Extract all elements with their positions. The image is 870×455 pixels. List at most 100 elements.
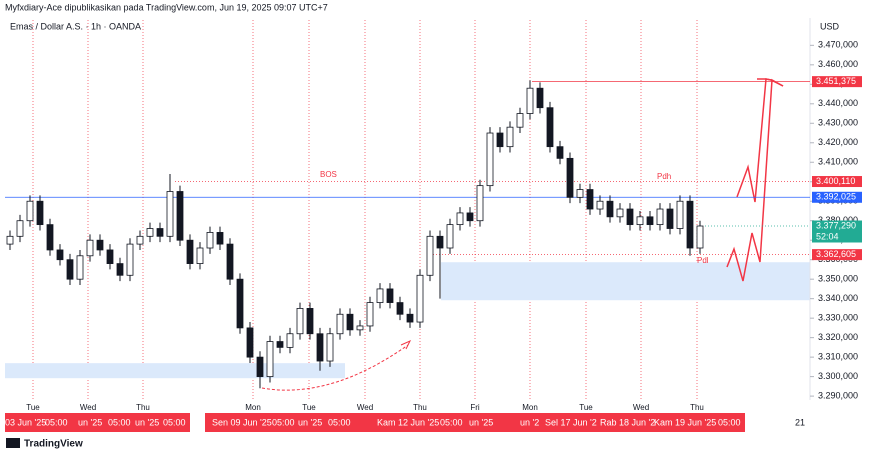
- date-label: Sen 09 Jun '25: [212, 417, 272, 427]
- candle-body: [146, 228, 154, 237]
- candle-body: [386, 288, 394, 303]
- candle-body: [686, 200, 694, 249]
- y-tick-label: 3.440,000: [818, 98, 858, 108]
- date-label: Rab 18 Jun '2: [600, 417, 655, 427]
- candle-body: [356, 325, 364, 331]
- candle-body: [576, 189, 584, 198]
- candle-body: [186, 239, 194, 264]
- candle-body: [346, 313, 354, 331]
- candle-body: [536, 87, 544, 109]
- candle-body: [26, 200, 34, 222]
- candle-body: [516, 113, 524, 128]
- candle-body: [66, 259, 74, 280]
- candle-body: [136, 235, 144, 245]
- date-label: un '25: [469, 417, 493, 427]
- candle-body: [466, 212, 474, 222]
- price-label-box: [812, 249, 862, 261]
- candle-body: [316, 333, 324, 362]
- date-label: 05:00: [328, 417, 351, 427]
- price-label-box: [812, 191, 862, 203]
- x-tick-label: Mon: [522, 403, 538, 412]
- candle-body: [596, 200, 604, 210]
- date-range-box: [205, 413, 745, 432]
- zone: [441, 262, 810, 301]
- annotation: Pdl: [697, 256, 709, 265]
- price-label: 3.392,025: [816, 192, 856, 202]
- candle-body: [476, 185, 484, 222]
- candle-body: [16, 220, 24, 237]
- x-tick-label: Wed: [633, 403, 649, 412]
- y-tick-label: 3.330,000: [818, 313, 858, 323]
- date-label: 21: [795, 417, 805, 427]
- candle-body: [126, 243, 134, 276]
- x-tick-label: Thu: [690, 403, 704, 412]
- candle-body: [96, 239, 104, 251]
- candle-body: [206, 232, 214, 249]
- date-label: 05:00: [108, 417, 131, 427]
- projection-path: [726, 78, 784, 282]
- candle-body: [486, 132, 494, 187]
- y-tick-label: 3.420,000: [818, 137, 858, 147]
- x-tick-label: Thu: [413, 403, 427, 412]
- candle-body: [656, 208, 664, 226]
- y-tick-label: 3.380,000: [818, 215, 858, 225]
- candle-body: [296, 308, 304, 335]
- candle-body: [176, 191, 184, 241]
- y-tick-label: 3.460,000: [818, 59, 858, 69]
- candle-body: [666, 208, 674, 229]
- date-label: un '25: [78, 417, 102, 427]
- zone: [5, 363, 345, 379]
- price-label-box: [812, 176, 862, 188]
- y-tick-label: 3.350,000: [818, 274, 858, 284]
- header: Myfxdiary-Ace dipublikasikan pada Tradin…: [5, 2, 328, 12]
- y-tick-label: 3.340,000: [818, 293, 858, 303]
- candle-body: [286, 333, 294, 348]
- candle-body: [56, 249, 64, 261]
- candle-body: [586, 189, 594, 210]
- price-label: 3.362,605: [816, 249, 856, 259]
- candle-body: [396, 302, 404, 315]
- candle-body: [526, 87, 534, 114]
- date-label: Kam 12 Jun '25: [377, 417, 439, 427]
- price-label: 3.451,375: [816, 76, 856, 86]
- y-tick-label: 3.410,000: [818, 157, 858, 167]
- candle-body: [106, 249, 114, 264]
- date-label: Sel 17 Jun '2: [545, 417, 597, 427]
- date-label: 05:00: [45, 417, 68, 427]
- x-tick-label: Tue: [302, 403, 316, 412]
- date-label: Kam 19 Jun '25: [654, 417, 716, 427]
- candle-body: [336, 313, 344, 335]
- price-label-box: [812, 76, 862, 88]
- candle-body: [426, 235, 434, 276]
- candle-body: [46, 224, 54, 251]
- y-tick-label: 3.300,000: [818, 371, 858, 381]
- date-label: 03 Jun '25: [5, 417, 46, 427]
- date-label: un '25: [298, 417, 322, 427]
- projection-curve: [261, 344, 409, 391]
- y-tick-label: 3.430,000: [818, 118, 858, 128]
- y-tick-label: 3.470,000: [818, 40, 858, 50]
- candle-body: [246, 327, 254, 358]
- candle-body: [6, 235, 14, 245]
- date-label: un '2: [520, 417, 539, 427]
- countdown: 52:04: [816, 231, 839, 241]
- candle-body: [606, 200, 614, 218]
- candle-body: [226, 243, 234, 280]
- candle-body: [376, 288, 384, 303]
- candle-body: [616, 208, 624, 218]
- candle-body: [166, 191, 174, 237]
- candle-body: [496, 132, 504, 148]
- candle-body: [236, 278, 244, 329]
- candle-body: [86, 239, 94, 257]
- candle-body: [36, 200, 44, 226]
- axis-label: USD: [820, 21, 840, 31]
- price-label-box: [812, 220, 862, 243]
- x-tick-label: Fri: [470, 403, 480, 412]
- candle-body: [266, 341, 274, 378]
- candle-body: [436, 235, 444, 249]
- date-label: 05:00: [718, 417, 741, 427]
- date-label: 05:00: [272, 417, 295, 427]
- candle-body: [696, 225, 704, 249]
